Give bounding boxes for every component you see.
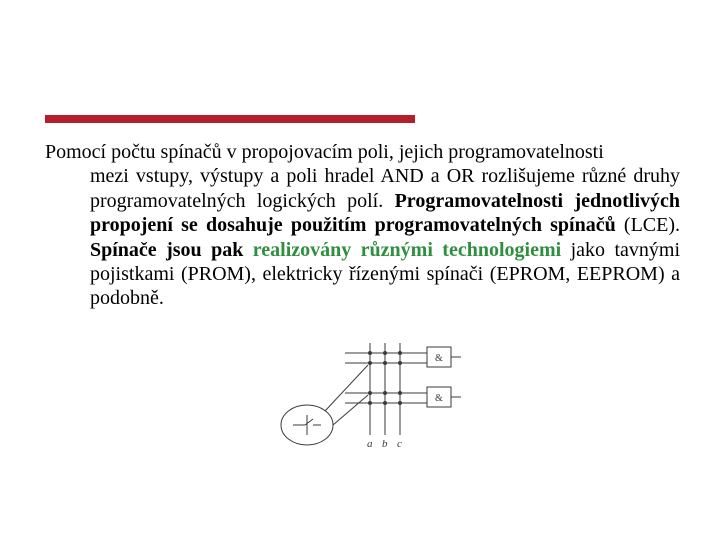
- input-label-c: c: [397, 438, 402, 450]
- para-bold2: Spínače jsou pak: [90, 239, 253, 261]
- and-gate-label-2: &: [435, 393, 443, 404]
- and-gate-label-1: &: [435, 353, 443, 364]
- para-green1: realizovány různými technologiemi: [253, 239, 561, 261]
- para-indent-block: mezi vstupy, výstupy a poli hradel AND a…: [90, 164, 680, 310]
- input-label-a: a: [367, 438, 373, 450]
- pla-schematic-diagram: & & a b c: [275, 335, 475, 450]
- input-label-b: b: [382, 438, 388, 450]
- slide-page: Pomocí počtu spínačů v propojovacím poli…: [0, 0, 720, 540]
- schematic-svg: & & a b c: [275, 335, 475, 450]
- para-bold1-tail: (LCE).: [616, 214, 680, 236]
- para-lead: Pomocí počtu spínačů v propojovacím poli…: [45, 141, 604, 163]
- body-paragraph: Pomocí počtu spínačů v propojovacím poli…: [45, 140, 680, 311]
- horizontal-rule: [45, 115, 415, 123]
